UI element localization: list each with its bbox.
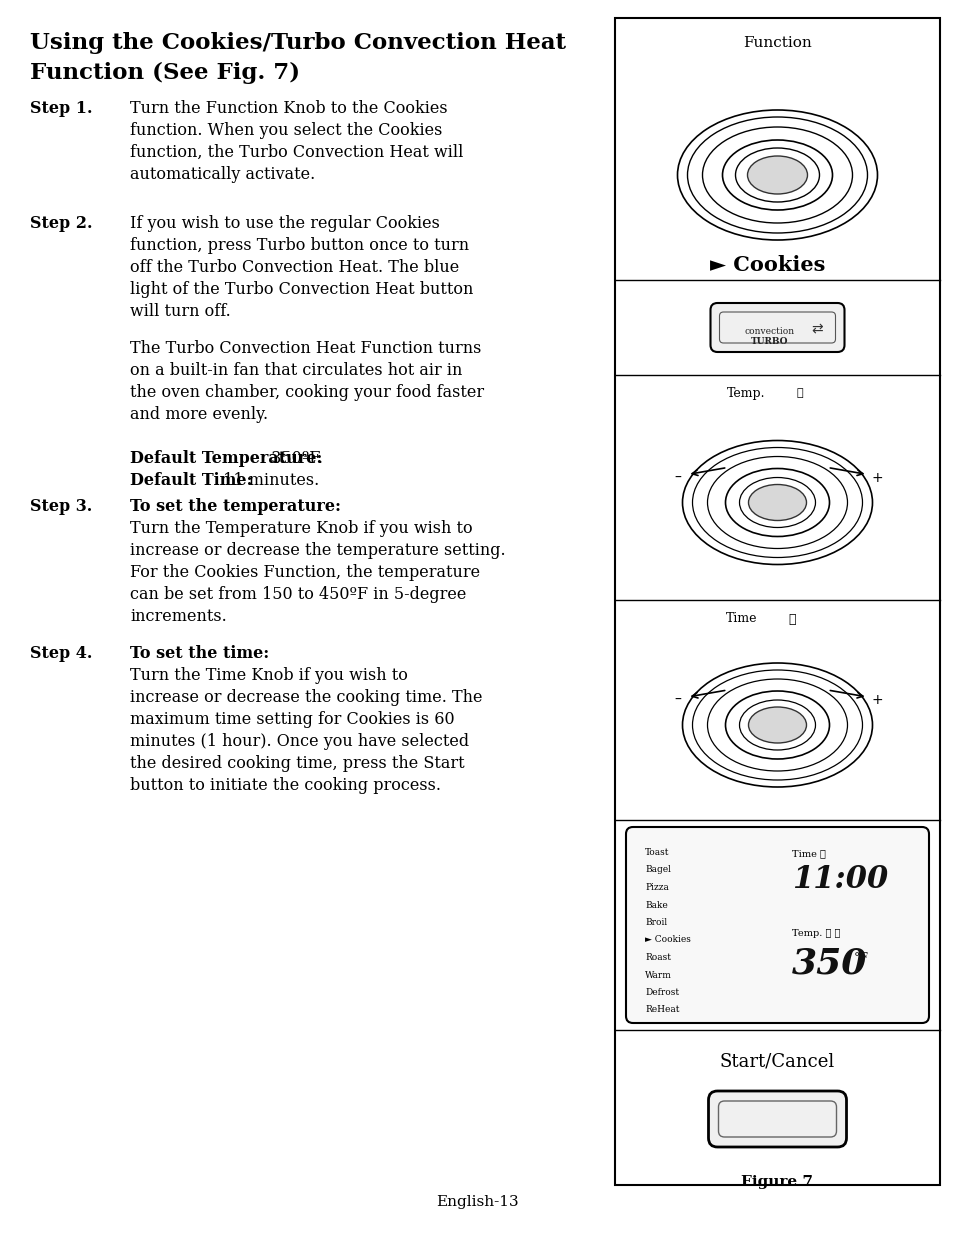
Text: °F: °F	[853, 952, 868, 965]
Text: TURBO: TURBO	[750, 336, 787, 346]
Text: Time: Time	[725, 613, 757, 625]
Text: The Turbo Convection Heat Function turns: The Turbo Convection Heat Function turns	[130, 340, 481, 357]
Text: Roast: Roast	[644, 953, 670, 962]
FancyBboxPatch shape	[708, 1091, 845, 1147]
Ellipse shape	[748, 484, 805, 520]
Text: ⇄: ⇄	[811, 322, 822, 336]
Text: function, the Turbo Convection Heat will: function, the Turbo Convection Heat will	[130, 144, 463, 161]
Text: Step 2.: Step 2.	[30, 215, 92, 232]
Text: 11 minutes.: 11 minutes.	[218, 472, 319, 489]
Text: function, press Turbo button once to turn: function, press Turbo button once to tur…	[130, 237, 469, 254]
Text: If you wish to use the regular Cookies: If you wish to use the regular Cookies	[130, 215, 439, 232]
Text: Function (See Fig. 7): Function (See Fig. 7)	[30, 62, 299, 84]
Text: To set the temperature:: To set the temperature:	[130, 498, 340, 515]
Text: Bagel: Bagel	[644, 866, 670, 874]
Text: –: –	[674, 471, 680, 484]
FancyBboxPatch shape	[710, 303, 843, 352]
Text: Function: Function	[742, 36, 811, 49]
Text: convection: convection	[743, 326, 794, 336]
Text: 350: 350	[791, 946, 866, 981]
Text: +: +	[871, 693, 882, 706]
Text: minutes (1 hour). Once you have selected: minutes (1 hour). Once you have selected	[130, 734, 469, 750]
Text: Warm: Warm	[644, 971, 671, 979]
Text: and more evenly.: and more evenly.	[130, 406, 268, 424]
Text: Default Temperature:: Default Temperature:	[130, 450, 322, 467]
Text: +: +	[871, 471, 882, 484]
Text: Step 3.: Step 3.	[30, 498, 92, 515]
Text: Turn the Temperature Knob if you wish to: Turn the Temperature Knob if you wish to	[130, 520, 472, 537]
Text: English-13: English-13	[436, 1195, 517, 1209]
FancyBboxPatch shape	[625, 827, 928, 1023]
Text: increase or decrease the cooking time. The: increase or decrease the cooking time. T…	[130, 689, 482, 706]
Bar	[615, 19, 939, 1186]
Text: Time ⏱: Time ⏱	[791, 848, 825, 858]
Text: Default Time:: Default Time:	[130, 472, 253, 489]
Text: button to initiate the cooking process.: button to initiate the cooking process.	[130, 777, 440, 794]
Text: Figure 7: Figure 7	[740, 1174, 813, 1189]
Text: 🌡: 🌡	[796, 388, 802, 398]
Text: Start/Cancel: Start/Cancel	[720, 1052, 834, 1070]
Text: Turn the Function Knob to the Cookies: Turn the Function Knob to the Cookies	[130, 100, 447, 117]
Text: maximum time setting for Cookies is 60: maximum time setting for Cookies is 60	[130, 711, 455, 727]
Text: will turn off.: will turn off.	[130, 303, 231, 320]
Text: Defrost: Defrost	[644, 988, 679, 997]
Text: Bake: Bake	[644, 900, 667, 909]
Text: 350ºF.: 350ºF.	[266, 450, 323, 467]
Text: ► Cookies: ► Cookies	[644, 935, 690, 945]
Text: off the Turbo Convection Heat. The blue: off the Turbo Convection Heat. The blue	[130, 259, 458, 275]
Text: Step 4.: Step 4.	[30, 645, 92, 662]
Text: automatically activate.: automatically activate.	[130, 165, 314, 183]
Text: Temp. ⚡ ⚙: Temp. ⚡ ⚙	[791, 929, 840, 939]
Text: ⏱: ⏱	[788, 613, 796, 626]
Text: increments.: increments.	[130, 608, 227, 625]
Text: Broil: Broil	[644, 918, 666, 927]
Text: function. When you select the Cookies: function. When you select the Cookies	[130, 122, 442, 140]
Text: Turn the Time Knob if you wish to: Turn the Time Knob if you wish to	[130, 667, 408, 684]
Text: Using the Cookies/Turbo Convection Heat: Using the Cookies/Turbo Convection Heat	[30, 32, 565, 54]
Text: can be set from 150 to 450ºF in 5-degree: can be set from 150 to 450ºF in 5-degree	[130, 585, 466, 603]
Ellipse shape	[747, 156, 806, 194]
Text: ► Cookies: ► Cookies	[709, 254, 824, 275]
Text: –: –	[674, 693, 680, 706]
Text: light of the Turbo Convection Heat button: light of the Turbo Convection Heat butto…	[130, 282, 473, 298]
Text: the oven chamber, cooking your food faster: the oven chamber, cooking your food fast…	[130, 384, 483, 401]
Text: Step 1.: Step 1.	[30, 100, 92, 117]
Text: increase or decrease the temperature setting.: increase or decrease the temperature set…	[130, 542, 505, 559]
Ellipse shape	[748, 706, 805, 743]
Text: 11:00: 11:00	[791, 864, 887, 895]
Text: on a built-in fan that circulates hot air in: on a built-in fan that circulates hot ai…	[130, 362, 462, 379]
Text: To set the time:: To set the time:	[130, 645, 269, 662]
Text: Pizza: Pizza	[644, 883, 668, 892]
Text: Toast: Toast	[644, 848, 669, 857]
Text: Temp.: Temp.	[726, 387, 764, 400]
Text: For the Cookies Function, the temperature: For the Cookies Function, the temperatur…	[130, 564, 479, 580]
Text: ReHeat: ReHeat	[644, 1005, 679, 1014]
Text: the desired cooking time, press the Start: the desired cooking time, press the Star…	[130, 755, 464, 772]
